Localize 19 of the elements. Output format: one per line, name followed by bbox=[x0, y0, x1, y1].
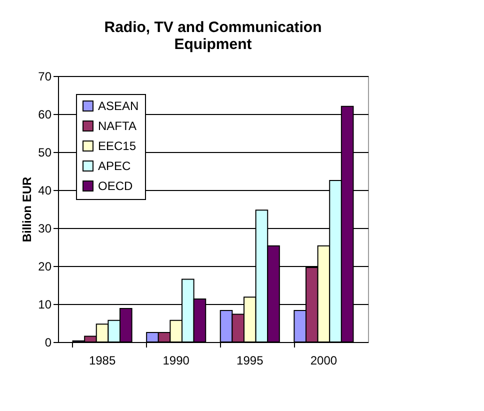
x-tick-label: 1990 bbox=[162, 354, 190, 368]
y-tick-label: 60 bbox=[38, 108, 52, 122]
x-tick-label: 2000 bbox=[310, 354, 338, 368]
x-tick-label: 1985 bbox=[88, 354, 116, 368]
legend-label: NAFTA bbox=[98, 119, 136, 133]
y-tick-label: 50 bbox=[38, 146, 52, 160]
x-tick-label: 1995 bbox=[236, 354, 264, 368]
legend-label: EEC15 bbox=[98, 139, 136, 153]
y-axis-title: Billion EUR bbox=[20, 176, 34, 242]
y-tick-label: 40 bbox=[38, 184, 52, 198]
y-tick-label: 10 bbox=[38, 298, 52, 312]
legend-label: ASEAN bbox=[98, 99, 139, 113]
y-tick-label: 0 bbox=[44, 336, 52, 350]
legend-label: OECD bbox=[98, 179, 134, 193]
y-tick-label: 70 bbox=[38, 70, 52, 84]
y-tick-label: 20 bbox=[38, 260, 52, 274]
y-tick-label: 30 bbox=[38, 222, 52, 236]
chart-title: Radio, TV and Communication Equipment bbox=[104, 19, 322, 53]
legend-label: APEC bbox=[98, 159, 132, 173]
